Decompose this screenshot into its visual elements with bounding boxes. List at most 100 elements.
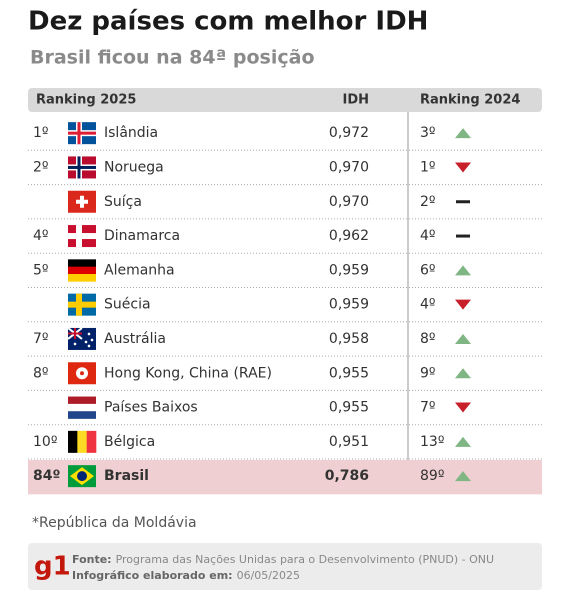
table-row: 4º Dinamarca 0,962 4º <box>28 225 542 254</box>
idh: 0,962 <box>329 228 369 244</box>
flag-star <box>84 340 88 344</box>
idh: 0,959 <box>329 297 369 313</box>
country: Suíça <box>104 194 142 210</box>
flag-cross <box>68 131 96 135</box>
flag <box>68 465 96 488</box>
flag <box>68 190 96 213</box>
flag-cross <box>68 165 96 169</box>
table-row: 5º Alemanha 0,959 6º <box>28 259 542 288</box>
flag-flower <box>80 371 84 376</box>
idh: 0,972 <box>329 125 369 141</box>
idh: 0,958 <box>329 331 369 347</box>
flag-stripe <box>77 430 87 453</box>
country: Suécia <box>104 297 151 313</box>
flag-stripe <box>68 396 96 405</box>
flag-stripe <box>68 274 96 282</box>
flag-cross <box>68 233 96 240</box>
table-row: Suécia 0,959 4º <box>28 293 542 323</box>
trend-up <box>455 471 471 482</box>
rank-2024: 89º <box>420 468 444 484</box>
source: Programa das Nações Unidas para o Desenv… <box>116 553 495 566</box>
flag-stripe <box>68 266 96 275</box>
rank-2024: 7º <box>420 400 436 416</box>
flag-stripe <box>86 430 97 453</box>
idh: 0,955 <box>329 365 369 381</box>
table-row: Suíça 0,970 2º <box>28 190 542 220</box>
country: Hong Kong, China (RAE) <box>104 365 272 381</box>
flag <box>68 362 96 385</box>
flag-union <box>68 327 82 339</box>
flag-cross <box>68 301 96 308</box>
footer-bg <box>28 543 542 590</box>
flag <box>68 259 96 282</box>
rank-2024: 6º <box>420 262 436 278</box>
rank-2025: 8º <box>33 365 49 381</box>
date: 06/05/2025 <box>237 569 300 582</box>
flag-star <box>87 344 91 348</box>
country: Austrália <box>104 331 166 347</box>
trend-down <box>455 299 471 310</box>
trend-down <box>455 402 471 413</box>
country: Brasil <box>104 468 149 484</box>
column-header: Ranking 2024 <box>420 93 520 108</box>
rank-2025: 2º <box>33 159 49 175</box>
column-header: IDH <box>342 93 369 108</box>
country: Alemanha <box>104 262 175 278</box>
rank-2025: 4º <box>33 228 49 244</box>
flag <box>68 396 96 419</box>
row-highlight <box>28 460 542 495</box>
rank-2024: 9º <box>420 365 436 381</box>
trend-up <box>455 436 471 447</box>
flag-stripe <box>68 411 96 419</box>
flag-star <box>90 338 94 342</box>
trend-same <box>456 234 470 238</box>
flag <box>68 156 96 179</box>
idh: 0,951 <box>329 434 369 450</box>
date-label: Infográfico elaborado em: <box>72 569 233 582</box>
idh: 0,970 <box>329 194 369 210</box>
table-body: 1º Islândia 0,972 3º 2º Noruega 0,970 1º Suíça 0,… <box>28 122 542 495</box>
title: Dez países com melhor IDH <box>28 7 428 37</box>
flag-star <box>87 332 91 336</box>
idh: 0,955 <box>329 400 369 416</box>
country: Islândia <box>104 125 158 141</box>
column-header: Ranking 2025 <box>36 93 136 108</box>
table-row: 1º Islândia 0,972 3º <box>28 122 542 151</box>
flag-stripe <box>68 430 78 453</box>
idh: 0,959 <box>329 262 369 278</box>
table-row: 10º Bélgica 0,951 13º <box>28 430 542 460</box>
footer-line: Infográfico elaborado em: 06/05/2025 <box>72 569 300 582</box>
trend-up <box>455 265 471 276</box>
table-header-bg <box>28 88 542 112</box>
logo: g1 <box>34 552 71 582</box>
idh: 0,786 <box>325 468 369 484</box>
trend-same <box>456 200 470 204</box>
country: Países Baixos <box>104 400 198 416</box>
table-row: 2º Noruega 0,970 1º <box>28 156 542 186</box>
flag-globe <box>77 471 87 482</box>
footnote: *República da Moldávia <box>32 515 197 531</box>
trend-up <box>455 368 471 379</box>
country: Bélgica <box>104 434 155 450</box>
table-row: Países Baixos 0,955 7º <box>28 396 542 426</box>
rank-2025: 5º <box>33 262 49 278</box>
flag <box>68 293 96 316</box>
country: Dinamarca <box>104 228 180 244</box>
rank-2024: 4º <box>420 297 436 313</box>
idh: 0,970 <box>329 159 369 175</box>
flag-stripe <box>68 403 96 412</box>
rank-2024: 4º <box>420 228 436 244</box>
table-row: 7º Austrália 0,958 8º <box>28 327 542 357</box>
flag-star <box>73 342 77 346</box>
table-row: 8º Hong Kong, China (RAE) 0,955 9º <box>28 362 542 391</box>
rank-2024: 13º <box>420 434 444 450</box>
trend-down <box>455 162 471 173</box>
rank-2024: 2º <box>420 194 436 210</box>
flag <box>68 225 96 248</box>
rank-2025: 10º <box>33 434 57 450</box>
source-label: Fonte: <box>72 553 112 566</box>
flag <box>67 327 96 350</box>
rank-2024: 8º <box>420 331 436 347</box>
rank-2024: 3º <box>420 125 436 141</box>
